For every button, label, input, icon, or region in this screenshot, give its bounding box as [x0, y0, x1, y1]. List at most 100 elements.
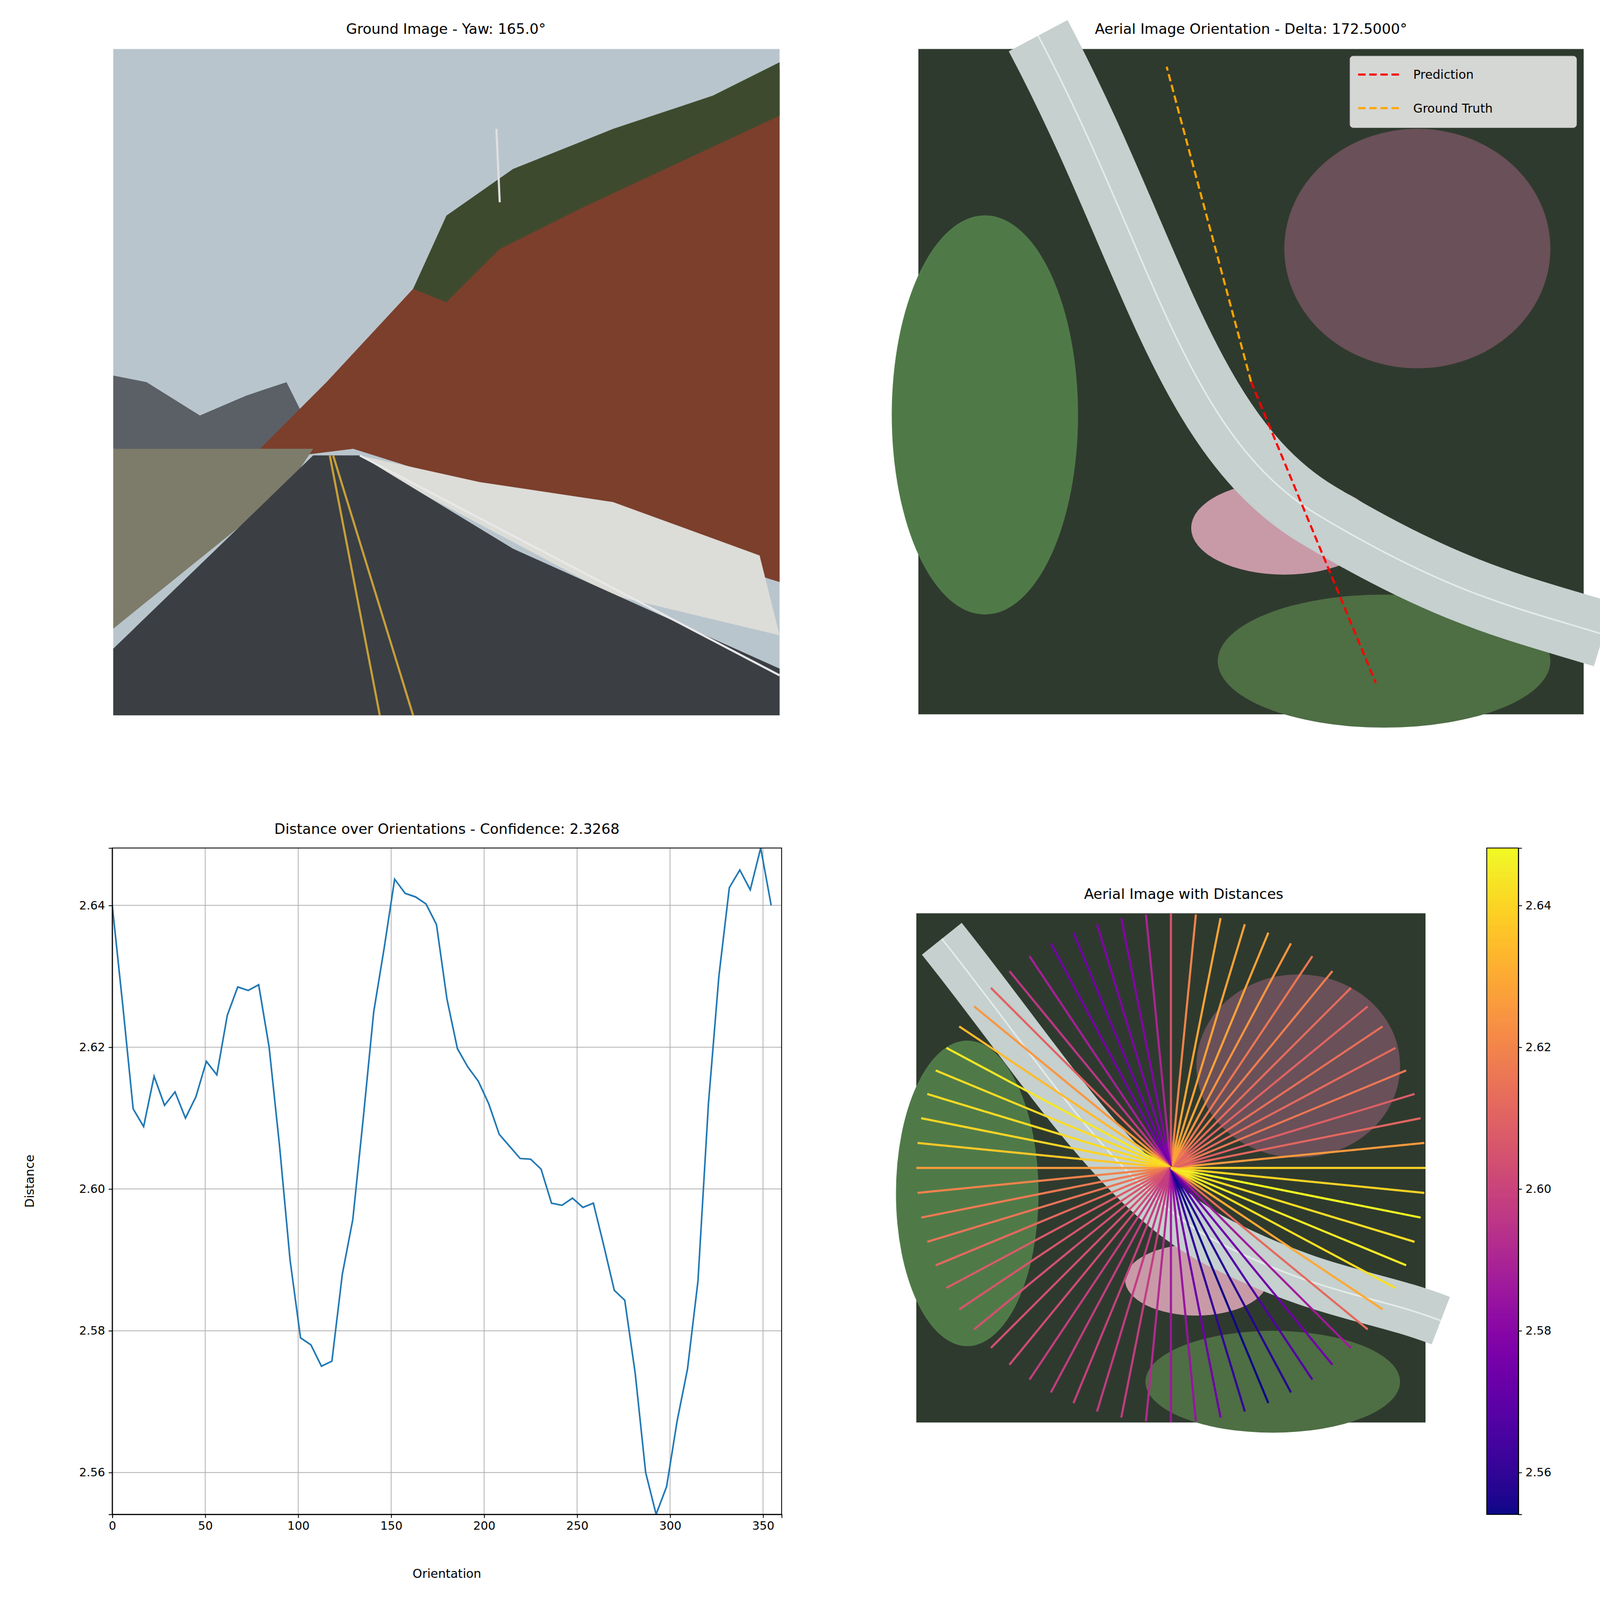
colorbar-step: [1486, 891, 1519, 896]
distance-ray: [1170, 1166, 1425, 1170]
colorbar-step: [1486, 1211, 1519, 1216]
colorbar-step: [1486, 1407, 1519, 1412]
colorbar-step: [1486, 1207, 1519, 1212]
colorbar-step: [1486, 1317, 1519, 1322]
trees: [412, 62, 780, 303]
colorbar-step: [1486, 901, 1519, 906]
distance-ray: [1029, 955, 1172, 1168]
colorbar-step: [1486, 1371, 1519, 1375]
colorbar-step: [1486, 1277, 1519, 1282]
colorbar-step: [1486, 1094, 1519, 1099]
colorbar-step: [1486, 1364, 1519, 1368]
legend-swatch: [1358, 73, 1400, 76]
colorbar-step: [1486, 924, 1519, 929]
colorbar-step: [1486, 991, 1519, 996]
colorbar-tick-label: 2.58: [1525, 1323, 1552, 1338]
colorbar-step: [1486, 1157, 1519, 1162]
colorbar-step: [1486, 1227, 1519, 1232]
colorbar-step: [1486, 1384, 1519, 1388]
y-tick-label: 2.60: [79, 1182, 106, 1196]
x-tick: 200: [473, 1514, 496, 1533]
distance-ray: [1051, 943, 1172, 1169]
colorbar-step: [1486, 1257, 1519, 1262]
colorbar-step: [1486, 1411, 1519, 1415]
grid-line: [390, 848, 392, 1515]
colorbar-step: [1486, 1457, 1519, 1462]
colorbar-step: [1486, 1224, 1519, 1229]
colorbar-step: [1486, 897, 1519, 902]
colorbar-step: [1486, 1021, 1519, 1025]
x-tick: 300: [659, 1514, 682, 1533]
colorbar-step: [1486, 1454, 1519, 1458]
colorbar-step: [1486, 1344, 1519, 1349]
orientation-line: [1166, 66, 1252, 382]
colorbar-step: [1486, 1350, 1519, 1355]
colorbar-step: [1486, 871, 1519, 876]
distance-ray: [1170, 914, 1196, 1169]
colorbar-tick-label: 2.56: [1525, 1465, 1552, 1479]
y-tick: 2.62: [79, 1040, 113, 1054]
colorbar-step: [1486, 1147, 1519, 1152]
colorbar-step: [1486, 1074, 1519, 1079]
plot-area: [112, 848, 771, 1515]
distance-ray: [1169, 1168, 1172, 1423]
colorbar-step: [1486, 894, 1519, 899]
colorbar-step: [1486, 1201, 1519, 1206]
colorbar-axis-line: [1518, 848, 1522, 1515]
aerial-ground: [916, 913, 1426, 1423]
colorbar-step: [1486, 1084, 1519, 1089]
colorbar-step: [1486, 1107, 1519, 1112]
colorbar-tick: 2.58: [1518, 1323, 1552, 1338]
colorbar-step: [1486, 1194, 1519, 1199]
distance-ray: [1170, 932, 1268, 1169]
x-tick: 0: [108, 1514, 117, 1533]
colorbar-step: [1486, 848, 1519, 852]
colorbar-step: [1486, 1017, 1519, 1022]
distance-ray: [1170, 1006, 1368, 1168]
colorbar-step: [1486, 1430, 1519, 1435]
colorbar-step: [1486, 1414, 1519, 1419]
rays: [916, 913, 1426, 1423]
colorbar-step: [1486, 1294, 1519, 1299]
x-tick-label: 300: [659, 1519, 682, 1533]
colorbar-step: [1486, 921, 1519, 925]
colorbar-frame: [1486, 848, 1519, 1515]
colorbar-step: [1486, 864, 1519, 869]
title: Ground Image - Yaw: 165.0°: [345, 20, 546, 38]
x-tick-mark: [205, 1514, 207, 1519]
grid-line: [112, 1472, 782, 1474]
x-tick: 50: [198, 1514, 214, 1533]
colorbar-step: [1486, 1184, 1519, 1189]
colorbar-axis: 2.562.582.602.622.64: [1518, 848, 1552, 1515]
colorbar-step: [1486, 948, 1519, 952]
colorbar-step: [1486, 1120, 1519, 1125]
colorbar-step: [1486, 1124, 1519, 1129]
colorbar-tick-mark: [1518, 1330, 1523, 1332]
x-tick-label: 150: [380, 1519, 403, 1533]
colorbar-step: [1486, 1007, 1519, 1012]
distance-ray: [1170, 1168, 1406, 1266]
distance-ray: [1073, 1168, 1171, 1404]
distance-ray: [1009, 971, 1171, 1169]
legend-box: [1349, 56, 1577, 128]
colorbar-step: [1486, 1354, 1519, 1358]
colorbar-step: [1486, 1314, 1519, 1319]
y-tick: 2.64: [79, 898, 113, 913]
colorbar-step: [1486, 907, 1519, 912]
colorbar-step: [1486, 1037, 1519, 1042]
colorbar-step: [1486, 1161, 1519, 1165]
colorbar-step: [1486, 971, 1519, 976]
orientation-line: [1251, 381, 1376, 684]
colorbar-step: [1486, 1251, 1519, 1255]
distance-ray: [1169, 913, 1172, 1168]
road: [113, 455, 780, 715]
y-axis-title: Distance: [22, 1154, 37, 1209]
colorbar-step: [1486, 1434, 1519, 1439]
colorbar-step: [1486, 1417, 1519, 1422]
colorbar-step: [1486, 1101, 1519, 1106]
road: [1037, 35, 1600, 634]
x-tick-label: 100: [287, 1519, 310, 1533]
colorbar-step: [1486, 1311, 1519, 1316]
y-tick-mark: [108, 1046, 113, 1048]
vegetation: [892, 215, 1079, 615]
